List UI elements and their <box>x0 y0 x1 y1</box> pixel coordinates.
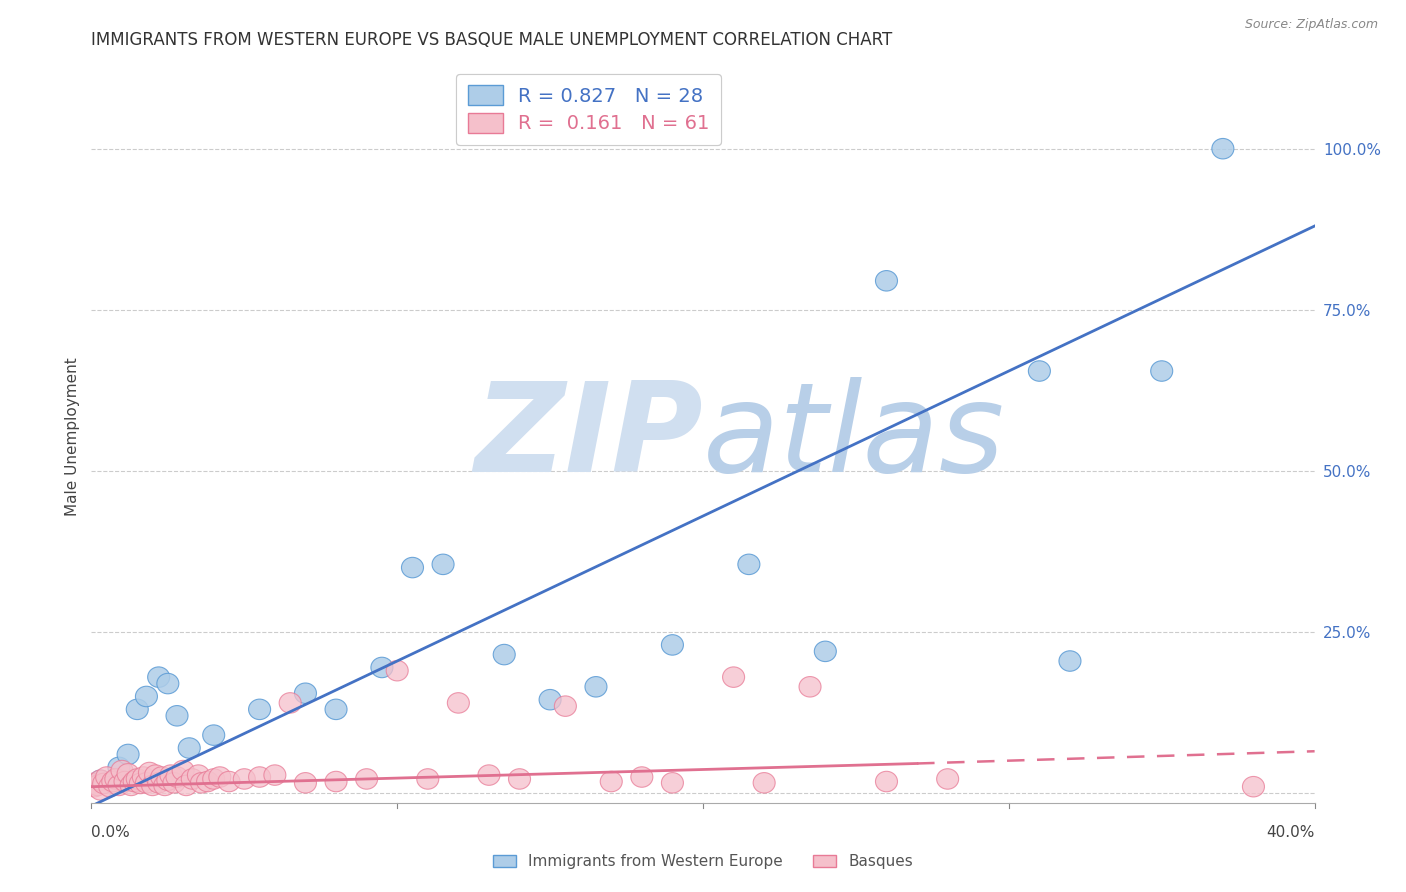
Ellipse shape <box>148 772 170 793</box>
Ellipse shape <box>127 699 148 720</box>
Ellipse shape <box>117 744 139 764</box>
Ellipse shape <box>387 660 408 681</box>
Ellipse shape <box>181 769 204 789</box>
Ellipse shape <box>160 764 181 785</box>
Ellipse shape <box>202 725 225 746</box>
Legend: Immigrants from Western Europe, Basques: Immigrants from Western Europe, Basques <box>486 848 920 875</box>
Y-axis label: Male Unemployment: Male Unemployment <box>65 358 80 516</box>
Ellipse shape <box>447 693 470 713</box>
Ellipse shape <box>876 270 897 291</box>
Ellipse shape <box>1243 776 1264 797</box>
Text: IMMIGRANTS FROM WESTERN EUROPE VS BASQUE MALE UNEMPLOYMENT CORRELATION CHART: IMMIGRANTS FROM WESTERN EUROPE VS BASQUE… <box>91 31 893 49</box>
Ellipse shape <box>135 772 157 793</box>
Ellipse shape <box>176 775 197 796</box>
Ellipse shape <box>209 767 231 788</box>
Ellipse shape <box>371 657 392 678</box>
Ellipse shape <box>124 772 145 792</box>
Ellipse shape <box>83 776 105 797</box>
Ellipse shape <box>585 676 607 697</box>
Ellipse shape <box>148 667 170 688</box>
Ellipse shape <box>554 696 576 716</box>
Ellipse shape <box>325 699 347 720</box>
Ellipse shape <box>114 772 136 792</box>
Ellipse shape <box>723 667 745 688</box>
Ellipse shape <box>264 764 285 785</box>
Ellipse shape <box>249 699 270 720</box>
Ellipse shape <box>127 769 148 789</box>
Ellipse shape <box>876 772 897 792</box>
Ellipse shape <box>294 772 316 793</box>
Ellipse shape <box>138 763 160 783</box>
Ellipse shape <box>233 769 256 789</box>
Ellipse shape <box>738 554 759 574</box>
Ellipse shape <box>661 635 683 655</box>
Ellipse shape <box>150 767 173 788</box>
Ellipse shape <box>153 775 176 796</box>
Legend: R = 0.827   N = 28, R =  0.161   N = 61: R = 0.827 N = 28, R = 0.161 N = 61 <box>456 74 721 145</box>
Ellipse shape <box>172 760 194 780</box>
Ellipse shape <box>98 776 121 797</box>
Ellipse shape <box>432 554 454 574</box>
Ellipse shape <box>190 772 212 793</box>
Ellipse shape <box>754 772 775 793</box>
Ellipse shape <box>538 690 561 710</box>
Ellipse shape <box>105 769 127 789</box>
Ellipse shape <box>249 767 270 788</box>
Ellipse shape <box>202 769 225 789</box>
Ellipse shape <box>325 772 347 792</box>
Ellipse shape <box>166 706 188 726</box>
Ellipse shape <box>661 772 683 793</box>
Text: 0.0%: 0.0% <box>91 825 131 840</box>
Ellipse shape <box>145 764 167 785</box>
Ellipse shape <box>96 767 118 788</box>
Ellipse shape <box>218 772 240 792</box>
Ellipse shape <box>135 686 157 706</box>
Ellipse shape <box>1150 360 1173 381</box>
Ellipse shape <box>416 769 439 789</box>
Text: atlas: atlas <box>703 376 1005 498</box>
Ellipse shape <box>197 772 218 792</box>
Ellipse shape <box>142 775 163 796</box>
Ellipse shape <box>294 683 316 704</box>
Ellipse shape <box>157 770 179 790</box>
Ellipse shape <box>87 775 108 796</box>
Ellipse shape <box>631 767 652 788</box>
Ellipse shape <box>509 769 530 789</box>
Ellipse shape <box>132 767 155 788</box>
Ellipse shape <box>101 772 124 792</box>
Ellipse shape <box>600 772 623 792</box>
Ellipse shape <box>108 757 129 778</box>
Ellipse shape <box>1028 360 1050 381</box>
Ellipse shape <box>163 772 186 793</box>
Ellipse shape <box>936 769 959 789</box>
Ellipse shape <box>108 775 129 796</box>
Ellipse shape <box>90 780 111 800</box>
Ellipse shape <box>101 773 124 794</box>
Ellipse shape <box>166 767 188 788</box>
Ellipse shape <box>1212 138 1234 159</box>
Ellipse shape <box>157 673 179 694</box>
Text: ZIP: ZIP <box>474 376 703 498</box>
Ellipse shape <box>494 644 515 665</box>
Ellipse shape <box>117 764 139 784</box>
Ellipse shape <box>90 770 111 790</box>
Ellipse shape <box>814 641 837 662</box>
Text: Source: ZipAtlas.com: Source: ZipAtlas.com <box>1244 18 1378 31</box>
Ellipse shape <box>799 676 821 697</box>
Text: 40.0%: 40.0% <box>1267 825 1315 840</box>
Ellipse shape <box>129 773 152 794</box>
Ellipse shape <box>111 760 134 780</box>
Ellipse shape <box>187 764 209 785</box>
Ellipse shape <box>478 764 501 785</box>
Ellipse shape <box>280 693 301 713</box>
Ellipse shape <box>1059 651 1081 672</box>
Ellipse shape <box>80 773 103 794</box>
Ellipse shape <box>93 773 115 794</box>
Ellipse shape <box>120 775 142 796</box>
Ellipse shape <box>402 558 423 578</box>
Ellipse shape <box>90 770 111 790</box>
Ellipse shape <box>179 738 200 758</box>
Ellipse shape <box>356 769 378 789</box>
